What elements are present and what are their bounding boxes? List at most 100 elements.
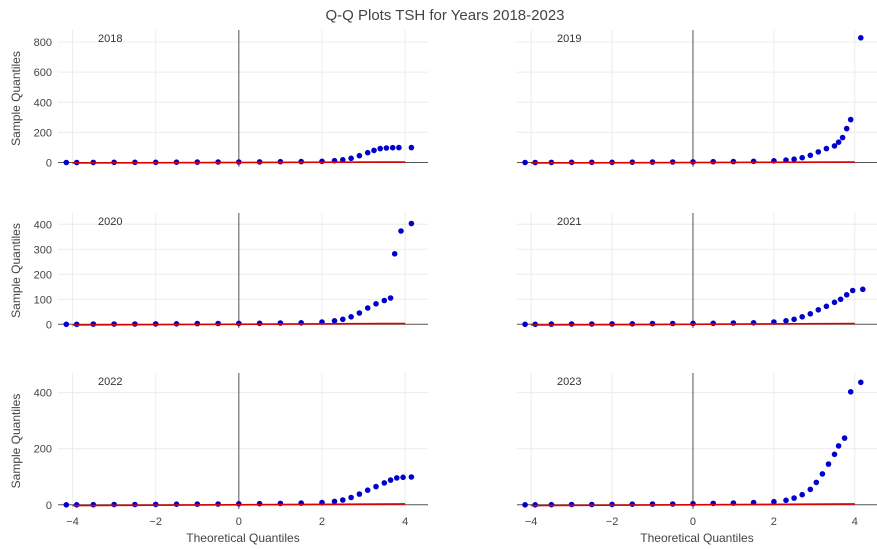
- qq-point-2021-15[interactable]: [791, 316, 797, 323]
- qq-point-2022-1[interactable]: [73, 502, 80, 508]
- qq-point-2023-7[interactable]: [649, 501, 656, 507]
- qq-point-2023-0[interactable]: [522, 502, 528, 508]
- qq-point-2020-18[interactable]: [364, 305, 371, 311]
- qq-point-2022-4[interactable]: [132, 501, 138, 508]
- qq-point-2018-15[interactable]: [340, 157, 346, 163]
- qq-point-2023-15[interactable]: [791, 495, 797, 501]
- qq-point-2021-11[interactable]: [730, 320, 737, 326]
- qq-point-2021-20[interactable]: [831, 299, 838, 306]
- qq-point-2022-3[interactable]: [111, 501, 117, 508]
- qq-point-2018-16[interactable]: [348, 155, 354, 162]
- qq-point-2022-16[interactable]: [348, 494, 354, 501]
- qq-point-2021-9[interactable]: [690, 320, 696, 327]
- qq-point-2023-23[interactable]: [841, 435, 848, 441]
- qq-point-2023-6[interactable]: [629, 501, 636, 508]
- qq-point-2020-16[interactable]: [348, 314, 354, 320]
- qq-point-2022-19[interactable]: [373, 483, 379, 490]
- qq-point-2023-3[interactable]: [568, 501, 575, 508]
- qq-point-2022-23[interactable]: [400, 474, 406, 481]
- qq-point-2022-0[interactable]: [63, 502, 70, 508]
- qq-point-2021-24[interactable]: [860, 286, 866, 293]
- qq-point-2020-19[interactable]: [373, 301, 379, 307]
- qq-point-2018-13[interactable]: [319, 158, 325, 165]
- qq-point-2021-8[interactable]: [669, 320, 676, 327]
- qq-point-2021-0[interactable]: [522, 321, 528, 328]
- qq-point-2023-4[interactable]: [589, 501, 595, 508]
- qq-point-2023-24[interactable]: [847, 389, 854, 395]
- qq-point-2023-20[interactable]: [825, 461, 832, 467]
- qq-point-2020-23[interactable]: [398, 228, 404, 234]
- qq-point-2021-18[interactable]: [815, 307, 822, 313]
- qq-point-2021-19[interactable]: [823, 303, 830, 310]
- qq-point-2019-18[interactable]: [815, 149, 822, 155]
- qq-point-2018-18[interactable]: [364, 149, 371, 156]
- qq-point-2019-20[interactable]: [831, 143, 838, 149]
- qq-point-2020-8[interactable]: [215, 320, 221, 327]
- qq-point-2022-18[interactable]: [364, 487, 371, 494]
- qq-point-2019-19[interactable]: [823, 145, 830, 152]
- qq-point-2020-11[interactable]: [277, 320, 284, 326]
- qq-point-2023-22[interactable]: [835, 443, 842, 449]
- qq-point-2022-7[interactable]: [194, 501, 201, 507]
- qq-point-2023-2[interactable]: [548, 501, 555, 508]
- qq-point-2023-5[interactable]: [609, 501, 615, 508]
- qq-point-2021-22[interactable]: [843, 292, 850, 298]
- qq-point-2018-23[interactable]: [396, 144, 402, 151]
- qq-point-2023-8[interactable]: [669, 501, 676, 507]
- qq-point-2019-21[interactable]: [835, 139, 842, 145]
- qq-point-2018-19[interactable]: [371, 147, 377, 154]
- qq-point-2023-13[interactable]: [771, 498, 777, 505]
- qq-point-2021-21[interactable]: [837, 296, 844, 303]
- qq-point-2018-20[interactable]: [377, 145, 384, 152]
- qq-point-2019-0[interactable]: [522, 159, 528, 166]
- qq-point-2023-19[interactable]: [819, 471, 826, 477]
- qq-point-2019-17[interactable]: [807, 152, 814, 159]
- qq-point-2022-6[interactable]: [173, 501, 180, 508]
- qq-point-2019-22[interactable]: [839, 134, 846, 141]
- qq-point-2022-9[interactable]: [236, 501, 242, 507]
- qq-point-2021-10[interactable]: [710, 320, 716, 327]
- qq-point-2019-23[interactable]: [843, 125, 850, 132]
- qq-point-2018-17[interactable]: [356, 152, 363, 159]
- qq-point-2021-17[interactable]: [807, 311, 814, 317]
- qq-point-2020-0[interactable]: [63, 321, 70, 328]
- qq-point-2018-21[interactable]: [383, 145, 390, 151]
- qq-point-2020-7[interactable]: [194, 320, 201, 327]
- qq-point-2020-22[interactable]: [391, 251, 398, 257]
- qq-point-2022-24[interactable]: [408, 474, 415, 480]
- qq-point-2022-2[interactable]: [90, 501, 97, 508]
- qq-point-2019-15[interactable]: [791, 156, 797, 162]
- qq-point-2019-24[interactable]: [847, 116, 854, 123]
- qq-point-2018-0[interactable]: [63, 159, 70, 166]
- qq-point-2019-12[interactable]: [750, 158, 757, 165]
- qq-point-2021-7[interactable]: [649, 320, 656, 327]
- qq-point-2022-15[interactable]: [340, 497, 346, 503]
- qq-point-2022-20[interactable]: [381, 480, 388, 486]
- qq-point-2020-9[interactable]: [236, 320, 242, 327]
- qq-point-2021-23[interactable]: [849, 287, 856, 294]
- qq-point-2020-10[interactable]: [256, 320, 263, 327]
- qq-point-2020-24[interactable]: [408, 220, 415, 227]
- qq-point-2020-14[interactable]: [331, 318, 338, 324]
- qq-point-2019-16[interactable]: [799, 154, 805, 161]
- qq-point-2023-25[interactable]: [858, 379, 864, 386]
- qq-point-2022-10[interactable]: [256, 500, 263, 507]
- qq-point-2020-21[interactable]: [387, 295, 394, 301]
- qq-point-2023-18[interactable]: [813, 479, 820, 486]
- qq-point-2021-3[interactable]: [568, 321, 575, 327]
- qq-point-2022-14[interactable]: [331, 498, 338, 505]
- qq-point-2020-3[interactable]: [111, 321, 117, 327]
- qq-point-2022-21[interactable]: [387, 477, 394, 483]
- qq-point-2023-21[interactable]: [831, 451, 838, 458]
- qq-point-2023-9[interactable]: [690, 500, 696, 507]
- qq-point-2021-14[interactable]: [783, 318, 789, 324]
- qq-point-2022-22[interactable]: [394, 475, 400, 481]
- qq-point-2023-17[interactable]: [807, 486, 814, 493]
- qq-point-2023-14[interactable]: [783, 497, 789, 504]
- qq-point-2022-5[interactable]: [152, 501, 159, 508]
- qq-point-2023-16[interactable]: [799, 491, 805, 498]
- qq-point-2020-17[interactable]: [356, 310, 363, 316]
- qq-point-2020-20[interactable]: [381, 297, 388, 304]
- qq-point-2021-16[interactable]: [799, 314, 805, 320]
- qq-point-2019-25[interactable]: [858, 35, 864, 41]
